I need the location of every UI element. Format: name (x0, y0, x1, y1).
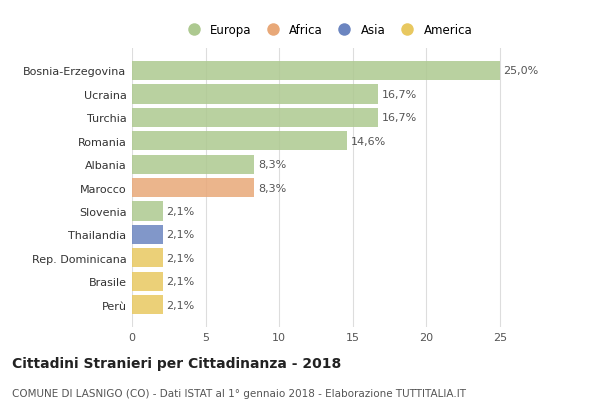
Bar (132, 132, 347, 151)
Text: 8,3%: 8,3% (258, 183, 286, 193)
Legend: Europa, Africa, Asia, America: Europa, Africa, Asia, America (179, 22, 475, 39)
Text: 2,1%: 2,1% (167, 276, 195, 287)
Bar (132, 202, 163, 221)
Text: 14,6%: 14,6% (350, 137, 386, 146)
Bar (132, 272, 163, 291)
Text: 2,1%: 2,1% (167, 300, 195, 310)
Text: 16,7%: 16,7% (382, 113, 417, 123)
Text: 8,3%: 8,3% (258, 160, 286, 170)
Text: 2,1%: 2,1% (167, 230, 195, 240)
Bar (132, 249, 163, 268)
Bar (132, 155, 254, 174)
Text: 2,1%: 2,1% (167, 207, 195, 216)
Bar (132, 295, 163, 315)
Bar (132, 179, 254, 198)
Text: 2,1%: 2,1% (167, 253, 195, 263)
Bar (132, 85, 378, 104)
Text: COMUNE DI LASNIGO (CO) - Dati ISTAT al 1° gennaio 2018 - Elaborazione TUTTITALIA: COMUNE DI LASNIGO (CO) - Dati ISTAT al 1… (12, 389, 466, 398)
Text: 25,0%: 25,0% (503, 66, 539, 76)
Bar (132, 225, 163, 245)
Bar (132, 62, 500, 81)
Bar (132, 108, 378, 128)
Text: 16,7%: 16,7% (382, 90, 417, 100)
Text: Cittadini Stranieri per Cittadinanza - 2018: Cittadini Stranieri per Cittadinanza - 2… (12, 356, 341, 370)
